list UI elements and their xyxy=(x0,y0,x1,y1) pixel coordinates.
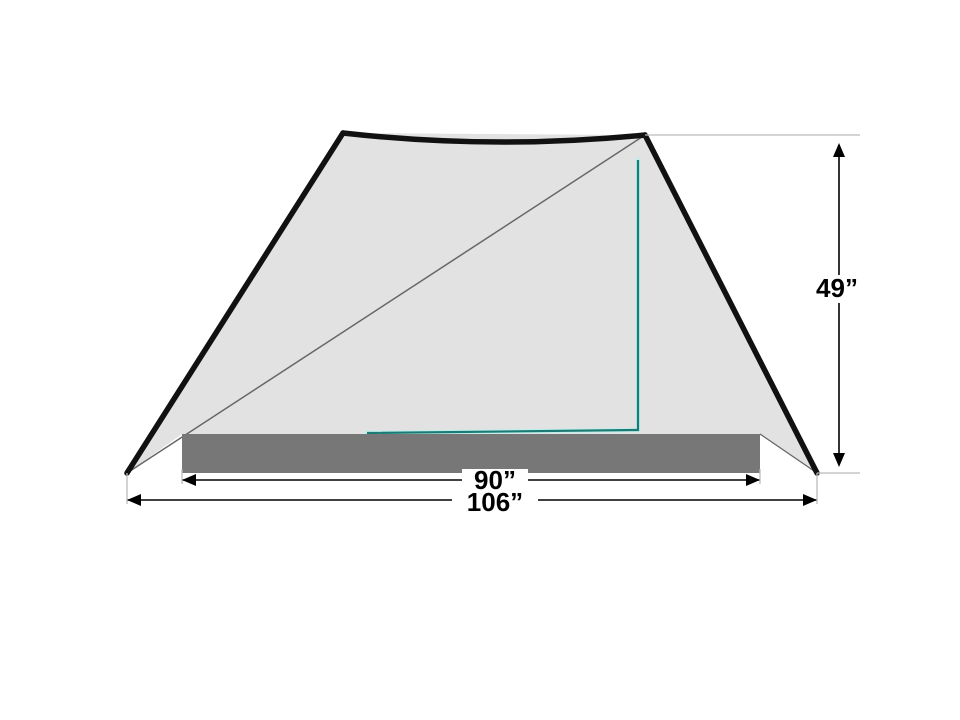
svg-text:49”: 49” xyxy=(816,273,858,303)
svg-text:106”: 106” xyxy=(467,487,523,517)
